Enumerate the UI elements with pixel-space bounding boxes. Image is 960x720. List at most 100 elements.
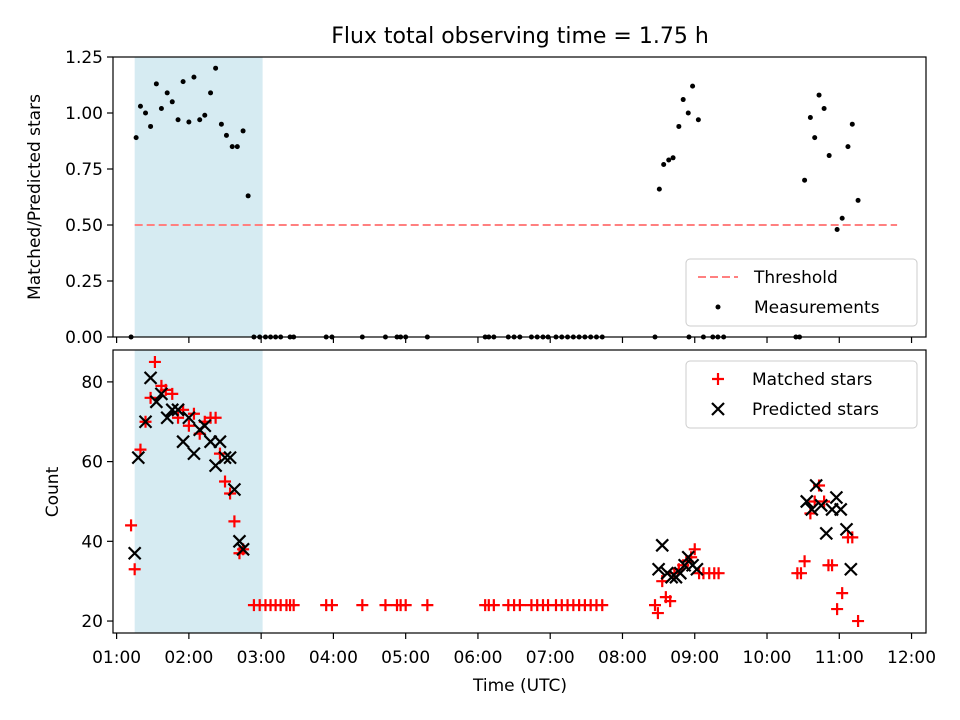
y-tick-label: 0.50 bbox=[65, 216, 103, 236]
predicted-star-point bbox=[149, 395, 164, 409]
predicted-star-point bbox=[805, 502, 819, 517]
predicted-star-point bbox=[839, 522, 854, 537]
matched-star-point bbox=[846, 531, 859, 544]
matched-star-point bbox=[596, 599, 609, 612]
matched-star-point bbox=[166, 387, 179, 400]
observing-window-top bbox=[134, 57, 263, 337]
y-tick-label: 0.25 bbox=[65, 272, 103, 292]
chart-title: Flux total observing time = 1.75 h bbox=[331, 24, 709, 49]
measurement-point bbox=[208, 90, 214, 96]
legend-predicted-swatch bbox=[711, 402, 725, 416]
y-tick-label: 1.00 bbox=[65, 104, 103, 124]
matched-star-point bbox=[831, 603, 844, 616]
measurement-point bbox=[137, 103, 143, 109]
x-tick-label: 08:00 bbox=[598, 648, 647, 668]
matched-star-point bbox=[356, 599, 369, 612]
predicted-star-point bbox=[664, 570, 679, 584]
observing-window-bottom bbox=[134, 350, 263, 633]
predicted-star-point bbox=[198, 418, 212, 433]
predicted-star-point bbox=[829, 490, 844, 505]
y-tick-label: 60 bbox=[81, 453, 103, 473]
x-tick-label: 12:00 bbox=[887, 648, 936, 668]
x-tick-label: 05:00 bbox=[381, 648, 430, 668]
count-legend-box bbox=[685, 360, 918, 429]
y-tick-label: 0.00 bbox=[65, 328, 103, 348]
predicted-star-point bbox=[160, 410, 174, 425]
measurement-point bbox=[169, 99, 175, 105]
measurement-point bbox=[191, 74, 197, 80]
measurement-point bbox=[218, 121, 224, 127]
predicted-star-point bbox=[809, 478, 823, 493]
count-y-axis-label: Count bbox=[43, 466, 63, 517]
measurement-point bbox=[670, 155, 676, 161]
predicted-star-point bbox=[182, 410, 196, 425]
measurement-point bbox=[812, 135, 818, 141]
measurement-point bbox=[240, 128, 246, 134]
matched-star-point bbox=[399, 599, 412, 612]
ratio-panel-frame bbox=[112, 56, 927, 338]
measurement-point bbox=[175, 117, 181, 123]
count-legend: Matched stars Predicted stars bbox=[685, 360, 918, 429]
ratio-legend-box bbox=[685, 258, 918, 327]
predicted-star-point bbox=[681, 550, 696, 565]
matched-star-point bbox=[228, 515, 241, 528]
measurement-point bbox=[855, 197, 861, 203]
measurement-point bbox=[143, 110, 149, 116]
y-tick-label: 20 bbox=[81, 612, 103, 632]
count-points bbox=[125, 355, 865, 628]
y-tick-label: 40 bbox=[81, 532, 103, 552]
ratio-y-axis-label: Matched/Predicted stars bbox=[25, 94, 45, 300]
matched-star-point bbox=[219, 475, 232, 488]
matched-star-point bbox=[182, 419, 195, 432]
measurement-point bbox=[223, 132, 229, 138]
measurement-point bbox=[180, 79, 186, 85]
measurement-point bbox=[656, 186, 662, 192]
matched-star-point bbox=[287, 599, 300, 612]
matched-star-point bbox=[852, 615, 865, 628]
measurement-point bbox=[802, 177, 808, 183]
x-tick-label: 03:00 bbox=[237, 648, 286, 668]
ratio-panel: 0.00 0.25 0.50 0.75 1.00 1.25 Matched/Predict… bbox=[25, 48, 927, 348]
matched-star-point bbox=[826, 559, 839, 572]
x-tick-label: 04:00 bbox=[309, 648, 358, 668]
predicted-star-point bbox=[819, 526, 834, 541]
measurement-point bbox=[695, 117, 701, 123]
predicted-star-point bbox=[833, 502, 848, 517]
x-tick-label: 01:00 bbox=[92, 648, 141, 668]
matched-star-point bbox=[379, 599, 392, 612]
legend-matched-label: Matched stars bbox=[752, 370, 872, 390]
matched-star-point bbox=[209, 411, 222, 424]
predicted-star-point bbox=[127, 546, 142, 561]
measurement-point bbox=[202, 112, 208, 118]
matched-star-point bbox=[125, 519, 138, 532]
measurement-point bbox=[164, 90, 170, 96]
predicted-star-point bbox=[218, 450, 232, 465]
measurement-point bbox=[186, 119, 192, 125]
y-tick-label: 1.25 bbox=[65, 48, 103, 68]
matched-star-point bbox=[664, 595, 677, 608]
matched-star-point bbox=[651, 607, 664, 620]
count-panel-axes: 20 40 60 80 bbox=[81, 373, 913, 639]
matched-star-point bbox=[172, 411, 185, 424]
measurement-point bbox=[213, 65, 219, 71]
predicted-star-point bbox=[176, 434, 190, 449]
measurement-point bbox=[245, 193, 251, 199]
ratio-panel-axes: 0.00 0.25 0.50 0.75 1.00 1.25 bbox=[65, 48, 913, 348]
measurement-point bbox=[834, 226, 840, 232]
y-tick-label: 0.75 bbox=[65, 160, 103, 180]
predicted-star-point bbox=[651, 562, 666, 577]
measurement-point bbox=[234, 144, 240, 150]
matched-star-point bbox=[144, 391, 157, 404]
predicted-star-point bbox=[213, 434, 227, 449]
matched-star-point bbox=[513, 599, 526, 612]
predicted-star-point bbox=[814, 498, 828, 513]
measurement-point bbox=[661, 162, 667, 168]
measurement-point bbox=[197, 117, 203, 123]
measurement-point bbox=[821, 106, 827, 112]
predicted-star-point bbox=[799, 494, 814, 509]
matched-star-point bbox=[487, 599, 500, 612]
measurement-point bbox=[845, 144, 851, 150]
predicted-star-point bbox=[227, 482, 242, 497]
legend-measurements-swatch bbox=[715, 304, 721, 310]
